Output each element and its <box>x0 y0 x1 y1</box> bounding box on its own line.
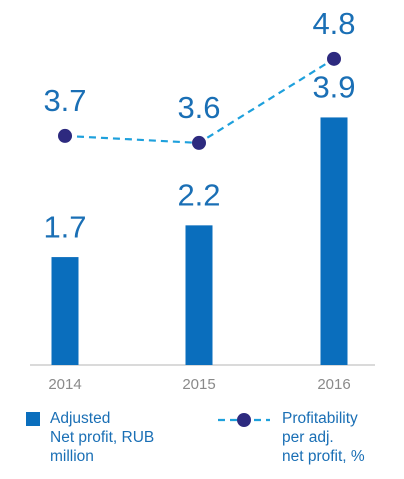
x-tick-label: 2015 <box>182 376 215 393</box>
line-marker <box>192 135 206 150</box>
data-label: 4.8 <box>312 6 355 41</box>
legend-marker <box>237 413 251 427</box>
x-tick-label: 2014 <box>48 376 81 393</box>
line-marker <box>327 51 341 66</box>
bar <box>320 117 348 365</box>
legend-label: Profitability per adj. net profit, % <box>282 410 365 465</box>
legend-swatch <box>26 412 40 426</box>
bar <box>185 225 213 365</box>
x-tick-label: 2016 <box>317 376 350 393</box>
data-label: 3.6 <box>177 90 220 125</box>
data-label: 2.2 <box>177 178 220 213</box>
data-label: 1.7 <box>43 209 86 244</box>
legend-label: Adjusted Net profit, RUB million <box>50 410 155 465</box>
line-marker <box>58 128 72 143</box>
data-label: 3.9 <box>312 70 355 105</box>
data-label: 3.7 <box>43 83 86 118</box>
bar <box>51 257 79 365</box>
